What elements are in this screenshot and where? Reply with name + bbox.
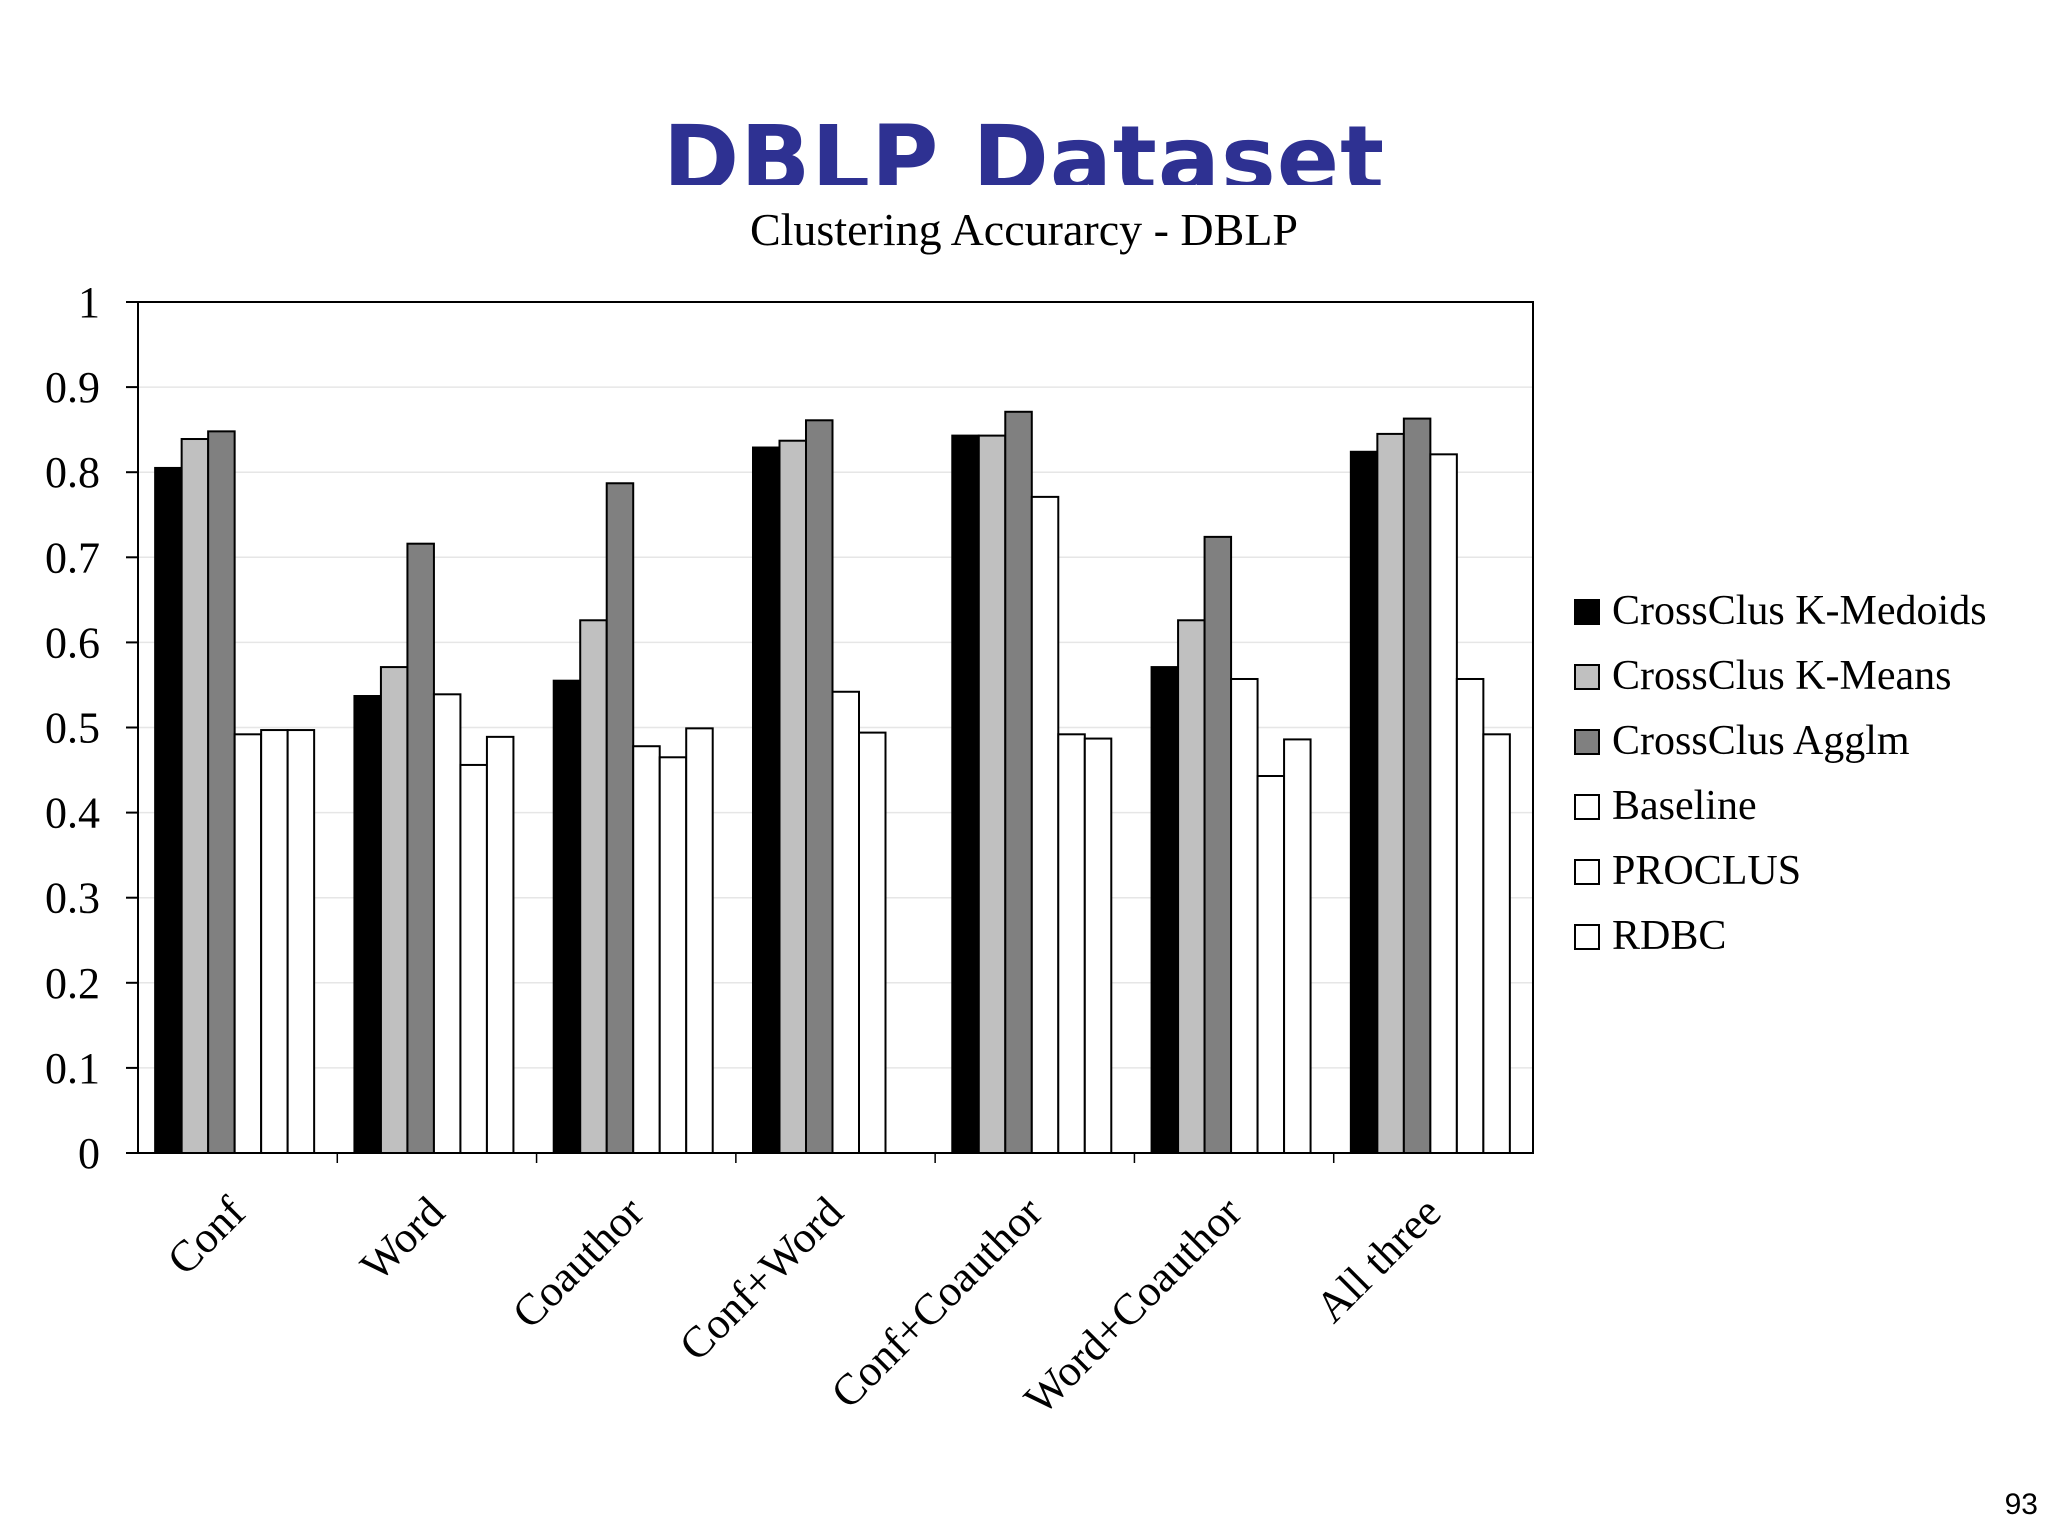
bar — [1004, 410, 1033, 1154]
legend: CrossClus K-Medoids CrossClus K-Means Cros… — [1574, 588, 1987, 959]
bar — [632, 745, 661, 1154]
y-tick-label: 0.1 — [45, 1044, 100, 1093]
bar — [858, 731, 887, 1155]
bar — [1482, 733, 1511, 1154]
legend-swatch — [1574, 599, 1600, 625]
y-tick-label: 1 — [78, 278, 100, 327]
x-tick-label: All three — [1306, 1187, 1450, 1331]
legend-swatch — [1574, 729, 1600, 755]
bar — [951, 434, 980, 1154]
legend-swatch — [1574, 924, 1600, 950]
y-tick-label: 0 — [78, 1129, 100, 1178]
y-tick-label: 0.4 — [45, 789, 100, 838]
bar — [1256, 775, 1286, 1155]
bar — [406, 542, 435, 1154]
legend-label: CrossClus K-Medoids — [1612, 588, 1987, 634]
bar — [432, 693, 462, 1154]
bar — [778, 439, 807, 1154]
bar — [805, 419, 834, 1154]
bar — [286, 729, 316, 1154]
plot-frame — [137, 301, 1534, 1154]
legend-swatch — [1574, 859, 1600, 885]
bar — [658, 756, 688, 1154]
bar — [977, 434, 1007, 1154]
x-tick-label: Conf+Coauthor — [822, 1187, 1052, 1417]
y-tick-label: 0.8 — [45, 448, 100, 497]
legend-label: PROCLUS — [1612, 848, 1801, 894]
y-tick-label: 0.3 — [45, 874, 100, 923]
bar — [1230, 677, 1259, 1154]
legend-label: Baseline — [1612, 783, 1757, 829]
x-tick-label: Conf+Word — [670, 1187, 853, 1370]
x-tick-label: Word — [351, 1187, 454, 1290]
bar — [1429, 453, 1458, 1155]
y-tick-label: 0.2 — [45, 959, 100, 1008]
page-number: 93 — [2004, 1488, 2038, 1521]
legend-swatch — [1574, 664, 1600, 690]
bar — [1030, 495, 1060, 1154]
y-tick-label: 0.7 — [45, 533, 100, 582]
slide-title: DBLP Dataset — [662, 106, 1386, 185]
bar — [1402, 417, 1432, 1155]
bar — [154, 466, 183, 1154]
bar — [180, 438, 210, 1154]
y-tick-label: 0.9 — [45, 363, 100, 412]
legend-label: RDBC — [1612, 913, 1726, 959]
bar — [1057, 733, 1086, 1154]
y-tick-label: 0.6 — [45, 618, 100, 667]
bar — [233, 733, 263, 1154]
bar — [1376, 432, 1405, 1154]
bar — [459, 763, 488, 1154]
legend-swatch — [1574, 794, 1600, 820]
bar — [379, 666, 409, 1154]
bar — [685, 727, 714, 1154]
bar — [1283, 738, 1312, 1154]
bar — [353, 695, 382, 1154]
bar — [1177, 619, 1206, 1154]
bar — [207, 430, 236, 1154]
bar — [1083, 737, 1113, 1154]
x-tick-label: Coauthor — [503, 1187, 654, 1338]
bar — [752, 446, 781, 1154]
bars — [154, 410, 1511, 1155]
bar — [831, 690, 860, 1154]
legend-label: CrossClus K-Means — [1612, 653, 1952, 699]
bar — [260, 729, 289, 1154]
bar — [1455, 677, 1485, 1154]
bar — [552, 679, 582, 1154]
legend-label: CrossClus Agglm — [1612, 718, 1910, 764]
bar — [485, 735, 515, 1155]
y-tick-label: 0.5 — [45, 704, 100, 753]
bar — [1150, 666, 1180, 1154]
x-tick-label: Conf — [158, 1187, 255, 1284]
bar — [605, 482, 635, 1154]
chart-title: Clustering Accurarcy - DBLP — [749, 204, 1299, 255]
bar — [1203, 535, 1233, 1154]
bar — [1349, 450, 1379, 1154]
bar — [579, 619, 608, 1154]
